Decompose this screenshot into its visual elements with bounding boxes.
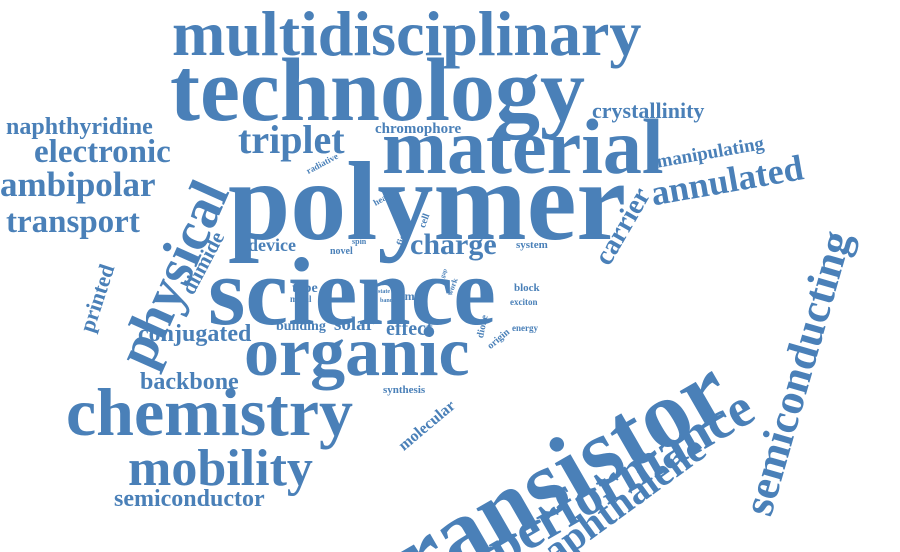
word-chemistry: chemistry xyxy=(66,374,354,450)
word-conjugated: conjugated xyxy=(138,321,252,347)
word-device: device xyxy=(248,235,296,255)
word-naphthyridine: naphthyridine xyxy=(6,114,153,140)
word-crystallinity: crystallinity xyxy=(592,98,705,123)
word-electronic: electronic xyxy=(34,134,171,170)
word-mobility: mobility xyxy=(128,440,313,497)
word-transport: transport xyxy=(6,204,140,240)
word-polymer: polymer xyxy=(228,140,627,264)
word-material: material xyxy=(382,103,664,190)
word-state: state xyxy=(378,289,390,295)
word-metal: metal xyxy=(290,294,312,304)
word-multidisciplinary: multidisciplinary xyxy=(172,0,642,69)
word-effect: effect xyxy=(386,318,433,340)
word-band: band xyxy=(380,298,394,304)
word-technology: technology xyxy=(170,41,585,140)
word-building: building xyxy=(276,319,326,334)
word-spin: spin xyxy=(352,237,367,246)
word-energy: energy xyxy=(512,323,538,333)
word-molecular: molecular xyxy=(395,397,459,455)
word-synthesis: synthesis xyxy=(383,384,426,396)
word-solar: solar xyxy=(334,314,375,335)
word-organic: organic xyxy=(244,314,470,391)
word-system: system xyxy=(516,239,548,251)
word-ambipolar: ambipolar xyxy=(0,165,156,204)
word-chromophore: chromophore xyxy=(375,121,462,137)
word-science: science xyxy=(208,238,496,345)
word-triplet: triplet xyxy=(238,117,345,162)
word-backbone: backbone xyxy=(140,369,239,395)
word-block: block xyxy=(514,282,540,294)
word-exciton: exciton xyxy=(510,297,538,307)
word-semiconducting: semiconducting xyxy=(733,225,862,521)
word-type: type xyxy=(292,281,318,296)
word-semiconductor: semiconductor xyxy=(114,486,265,512)
word-charge: charge xyxy=(410,228,497,261)
word-film: film xyxy=(394,289,415,303)
word-printed: printed xyxy=(74,261,120,336)
word-novel: novel xyxy=(330,246,353,257)
